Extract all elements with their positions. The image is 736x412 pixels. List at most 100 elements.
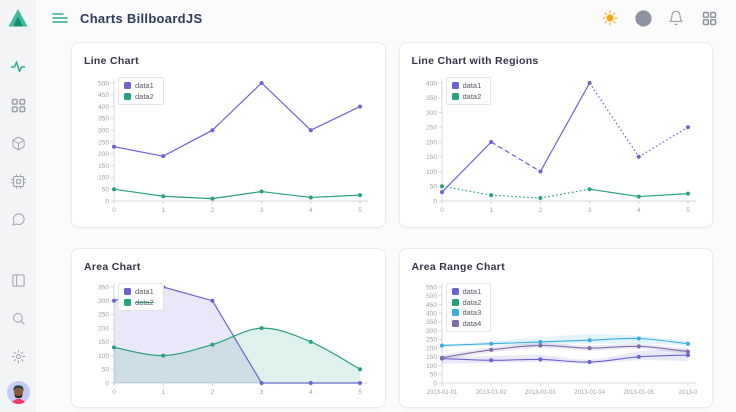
svg-text:1: 1	[489, 207, 493, 214]
user-avatar[interactable]	[6, 381, 30, 404]
svg-text:500: 500	[426, 293, 437, 300]
chart-title: Line Chart	[84, 55, 139, 67]
legend-item-data1[interactable]: data1	[124, 288, 154, 296]
legend-item-data2[interactable]: data2	[124, 297, 154, 307]
chart-title: Area Chart	[84, 261, 141, 273]
sidebar-item-dashboard[interactable]	[4, 91, 32, 119]
avatar-image	[6, 381, 30, 404]
area-chart[interactable]: 0 50 100 150 200 250 300 350 0 1 2 3 4 5 data1 data2	[84, 279, 373, 401]
legend-swatch-icon	[451, 82, 459, 90]
svg-text:350: 350	[98, 116, 109, 123]
svg-text:300: 300	[426, 328, 437, 335]
svg-text:250: 250	[426, 337, 437, 344]
search-icon	[12, 312, 25, 325]
legend-swatch-icon	[124, 288, 131, 296]
svg-text:1: 1	[161, 207, 165, 214]
svg-text:50: 50	[102, 367, 110, 374]
app-logo[interactable]	[7, 7, 29, 34]
sidebar-item-activity[interactable]	[4, 53, 32, 81]
legend-item-data2[interactable]: data2	[451, 298, 481, 307]
svg-text:100: 100	[426, 169, 437, 176]
us-flag-icon	[635, 10, 651, 26]
area-range-chart[interactable]: 0 50 100 150 200 250 300 350 400 450 500 550 2013-01…	[412, 279, 701, 401]
svg-text:400: 400	[98, 104, 109, 111]
svg-text:2013-0: 2013-0	[678, 390, 697, 396]
chart-legend: data1 data2	[445, 77, 492, 105]
legend-label: data2	[135, 297, 154, 307]
theme-toggle-button[interactable]	[601, 9, 619, 27]
sidebar	[0, 0, 36, 412]
line-chart-with-regions[interactable]: 0 50 100 150 200 250 300 350 400 0 1 2 3 4 5 data1 data2	[412, 73, 701, 221]
legend-label: data1	[135, 287, 154, 296]
svg-text:300: 300	[98, 128, 109, 135]
svg-text:1: 1	[161, 389, 165, 396]
chart-canvas: 0 50 100 150 200 250 300 350 0 1 2 3 4 5	[98, 283, 368, 396]
svg-text:0: 0	[433, 198, 437, 205]
legend-label: data1	[462, 287, 482, 296]
legend-item-data1[interactable]: data1	[124, 82, 154, 90]
legend-item-data1[interactable]: data1	[451, 82, 481, 90]
main-area: Charts BillboardJS	[36, 0, 736, 410]
legend-item-data2[interactable]: data2	[124, 91, 154, 101]
svg-text:100: 100	[98, 353, 109, 360]
page-title: Charts BillboardJS	[80, 10, 203, 26]
svg-text:200: 200	[426, 345, 437, 352]
notifications-button[interactable]	[667, 9, 685, 27]
activity-icon	[10, 61, 26, 73]
chart-legend: data1 data2	[118, 283, 164, 311]
sun-icon	[602, 10, 618, 26]
dashboard-grid-icon	[11, 98, 25, 112]
svg-text:0: 0	[105, 198, 109, 205]
svg-text:550: 550	[426, 284, 437, 291]
svg-text:500: 500	[98, 80, 109, 87]
svg-text:2013-01-02: 2013-01-02	[475, 390, 506, 396]
legend-swatch-icon	[124, 298, 131, 306]
menu-button[interactable]	[52, 11, 68, 25]
svg-text:50: 50	[429, 372, 437, 379]
svg-text:200: 200	[98, 151, 109, 158]
svg-text:150: 150	[426, 154, 437, 161]
svg-text:2013-01-03: 2013-01-03	[525, 390, 556, 396]
card-line-chart: Line Chart 0 50 100 150 200 250 300 350 400 450 50…	[71, 42, 386, 228]
legend-item-data3[interactable]: data3	[451, 309, 481, 317]
sidebar-item-chat[interactable]	[4, 205, 32, 233]
triangle-logo-icon	[8, 9, 28, 27]
chart-canvas: 0 50 100 150 200 250 300 350 400 450 500 0 1 2 3 4 5	[98, 79, 368, 214]
legend-label: data4	[462, 318, 482, 328]
line-chart[interactable]: 0 50 100 150 200 250 300 350 400 450 500 0 1 2 3 4 5 data…	[84, 73, 373, 221]
bell-icon	[669, 10, 683, 26]
svg-text:250: 250	[98, 139, 109, 146]
legend-swatch-icon	[124, 82, 131, 90]
legend-item-data2[interactable]: data2	[451, 92, 481, 101]
sidebar-item-settings[interactable]	[4, 342, 32, 370]
sidebar-item-layout[interactable]	[4, 266, 32, 294]
svg-text:3: 3	[587, 207, 591, 214]
card-area-range-chart: Area Range Chart 0 50 100 150 200 250 300 350 40…	[398, 248, 713, 408]
header: Charts BillboardJS	[36, 0, 736, 36]
legend-item-data4[interactable]: data4	[451, 318, 482, 328]
language-button[interactable]	[634, 9, 652, 27]
svg-text:5: 5	[358, 207, 362, 214]
legend-label: data2	[135, 91, 154, 101]
charts-grid: Line Chart 0 50 100 150 200 250 300 350 400 450 50…	[36, 36, 736, 410]
sidebar-item-box[interactable]	[4, 129, 32, 157]
svg-text:450: 450	[426, 302, 437, 309]
legend-item-data1[interactable]: data1	[451, 287, 482, 296]
svg-text:4: 4	[309, 207, 313, 214]
svg-text:2: 2	[211, 389, 215, 396]
svg-text:0: 0	[112, 207, 116, 214]
svg-text:200: 200	[98, 325, 109, 332]
hamburger-menu-icon	[52, 13, 68, 23]
chart-canvas: 0501001502002503003504004505005502013-01…	[426, 283, 698, 396]
svg-text:450: 450	[98, 92, 109, 99]
svg-text:4: 4	[636, 207, 640, 214]
svg-text:350: 350	[426, 95, 437, 102]
chat-bubble-icon	[11, 212, 25, 226]
svg-text:2013-01-05: 2013-01-05	[623, 390, 654, 396]
settings-gear-icon	[11, 349, 25, 363]
sidebar-item-cpu[interactable]	[4, 167, 32, 195]
sidebar-item-search[interactable]	[4, 304, 32, 332]
svg-text:3: 3	[260, 207, 264, 214]
cpu-icon	[10, 173, 26, 189]
apps-button[interactable]	[700, 9, 718, 27]
